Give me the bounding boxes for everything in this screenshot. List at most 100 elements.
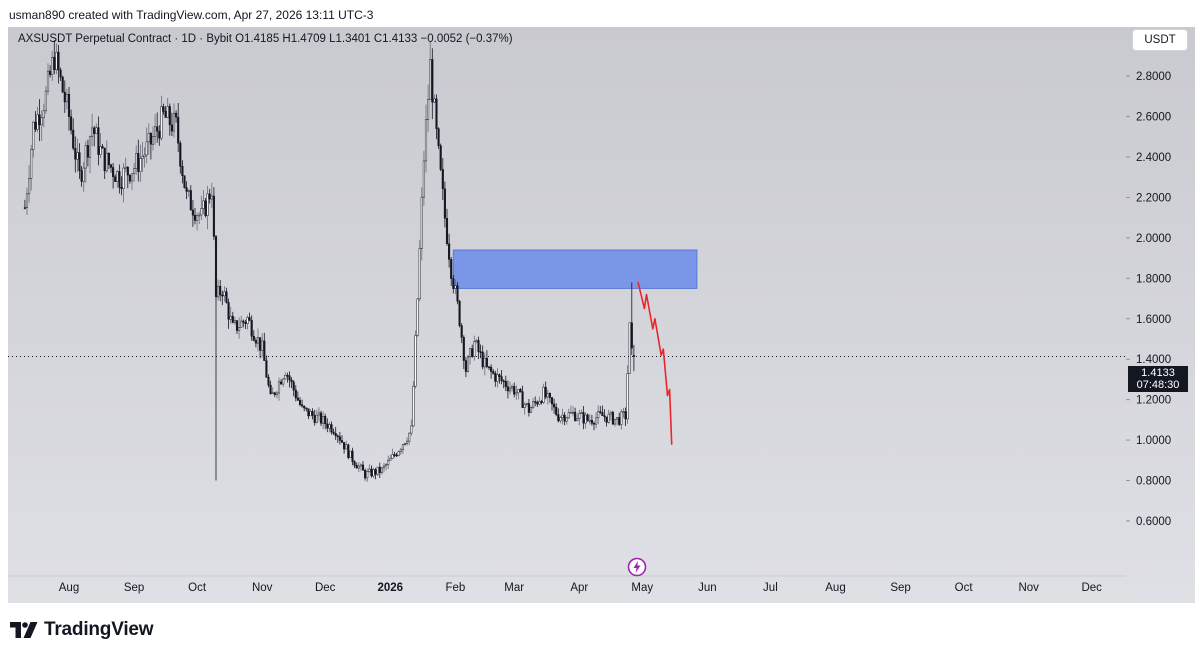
candle-body bbox=[80, 170, 83, 182]
candle-body bbox=[366, 471, 369, 479]
candle-body bbox=[487, 366, 491, 368]
candle-body bbox=[458, 300, 461, 326]
candle-body bbox=[307, 408, 310, 417]
candle-body bbox=[277, 381, 281, 394]
candle-body bbox=[210, 195, 213, 200]
candle-body bbox=[540, 401, 543, 403]
candle-body bbox=[349, 450, 352, 458]
candle-body bbox=[357, 465, 360, 469]
last-price-tag: 1.4133 07:48:30 bbox=[1128, 366, 1188, 392]
candle-body bbox=[294, 389, 297, 399]
candle-body bbox=[439, 145, 442, 170]
candle-body bbox=[521, 391, 524, 408]
candle-body bbox=[256, 337, 260, 344]
candle-body bbox=[156, 126, 159, 132]
candle-body bbox=[187, 190, 190, 192]
price-chart[interactable]: 0.6000 0.8000 1.0000 1.2000 1.4000 1.6000 1.80… bbox=[8, 27, 1195, 603]
candle-body bbox=[196, 215, 199, 221]
candle-body bbox=[481, 351, 484, 368]
candle-body bbox=[431, 59, 434, 103]
candle-body bbox=[340, 440, 344, 443]
candle-body bbox=[555, 406, 558, 415]
candle-body bbox=[116, 171, 119, 182]
tradingview-logo-icon bbox=[10, 622, 38, 638]
candle-body bbox=[588, 419, 591, 422]
candle-body bbox=[322, 416, 325, 424]
candle-body bbox=[616, 417, 619, 420]
candle-body bbox=[86, 145, 89, 158]
candle-body bbox=[609, 412, 612, 415]
candle-body bbox=[177, 116, 180, 144]
candle-body bbox=[120, 187, 123, 189]
candle-body bbox=[34, 121, 37, 130]
candle-body bbox=[244, 322, 247, 324]
candle-body bbox=[485, 357, 488, 367]
candle-body bbox=[55, 51, 58, 70]
lightning-icon[interactable] bbox=[627, 557, 647, 577]
candle-body bbox=[500, 376, 503, 382]
last-price-value: 1.4133 bbox=[1141, 367, 1175, 379]
candle-body bbox=[599, 411, 602, 413]
candle-body bbox=[368, 468, 371, 472]
candle-body bbox=[139, 158, 142, 172]
candle-body bbox=[311, 411, 314, 416]
candle-body bbox=[166, 106, 169, 118]
candle-body bbox=[550, 397, 554, 405]
candle-body bbox=[126, 166, 129, 176]
candle-body bbox=[149, 133, 152, 145]
candle-body bbox=[496, 374, 499, 382]
candle-body bbox=[408, 432, 411, 442]
candle-body bbox=[259, 337, 262, 351]
candle-body bbox=[586, 414, 589, 421]
currency-button[interactable]: USDT bbox=[1132, 29, 1188, 51]
candle-body bbox=[525, 403, 528, 405]
candle-body bbox=[183, 175, 186, 188]
candle-body bbox=[154, 126, 157, 137]
candle-body bbox=[380, 467, 383, 473]
candle-body bbox=[164, 111, 167, 118]
candle-body bbox=[422, 160, 425, 198]
candle-body bbox=[97, 127, 100, 155]
y-tick-label: 1.4000 bbox=[1136, 354, 1171, 366]
candle-body bbox=[332, 431, 335, 434]
candle-body bbox=[492, 371, 495, 374]
candle-body bbox=[135, 153, 138, 169]
candle-body bbox=[397, 451, 400, 456]
candle-body bbox=[557, 414, 560, 422]
supply-zone bbox=[452, 249, 698, 289]
candle-body bbox=[630, 322, 633, 349]
candle-body bbox=[626, 373, 629, 420]
candle-body bbox=[315, 414, 318, 423]
candle-body bbox=[401, 444, 404, 451]
x-tick-label: Oct bbox=[955, 582, 974, 594]
candle-body bbox=[235, 320, 239, 331]
candle-body bbox=[70, 116, 73, 131]
candle-body bbox=[286, 374, 289, 377]
candle-body bbox=[84, 145, 87, 169]
candle-body bbox=[613, 418, 617, 425]
candle-body bbox=[483, 357, 486, 368]
tradingview-logo: TradingView bbox=[10, 619, 154, 641]
candle-body bbox=[611, 412, 614, 425]
candle-body bbox=[490, 366, 493, 372]
candle-body bbox=[305, 407, 308, 410]
candle-body bbox=[336, 435, 339, 438]
x-tick-label: Jul bbox=[763, 582, 778, 594]
candle-body bbox=[361, 464, 365, 471]
candle-body bbox=[334, 433, 337, 437]
candle-body bbox=[63, 91, 66, 103]
chart-credit: usman890 created with TradingView.com, A… bbox=[9, 8, 374, 22]
candle-body bbox=[433, 98, 436, 103]
candle-body bbox=[298, 399, 302, 405]
candle-body bbox=[504, 381, 507, 388]
x-tick-label: Mar bbox=[504, 582, 524, 594]
candle-body bbox=[574, 411, 577, 421]
candle-body bbox=[181, 166, 184, 176]
x-tick-label: 2026 bbox=[378, 582, 404, 594]
candle-body bbox=[38, 114, 41, 126]
chart-pane[interactable]: 0.6000 0.8000 1.0000 1.2000 1.4000 1.6000 1.80… bbox=[8, 27, 1195, 603]
x-tick-label: May bbox=[631, 582, 653, 594]
candle-body bbox=[141, 156, 144, 159]
candle-body bbox=[296, 397, 299, 401]
candle-body bbox=[445, 218, 449, 245]
